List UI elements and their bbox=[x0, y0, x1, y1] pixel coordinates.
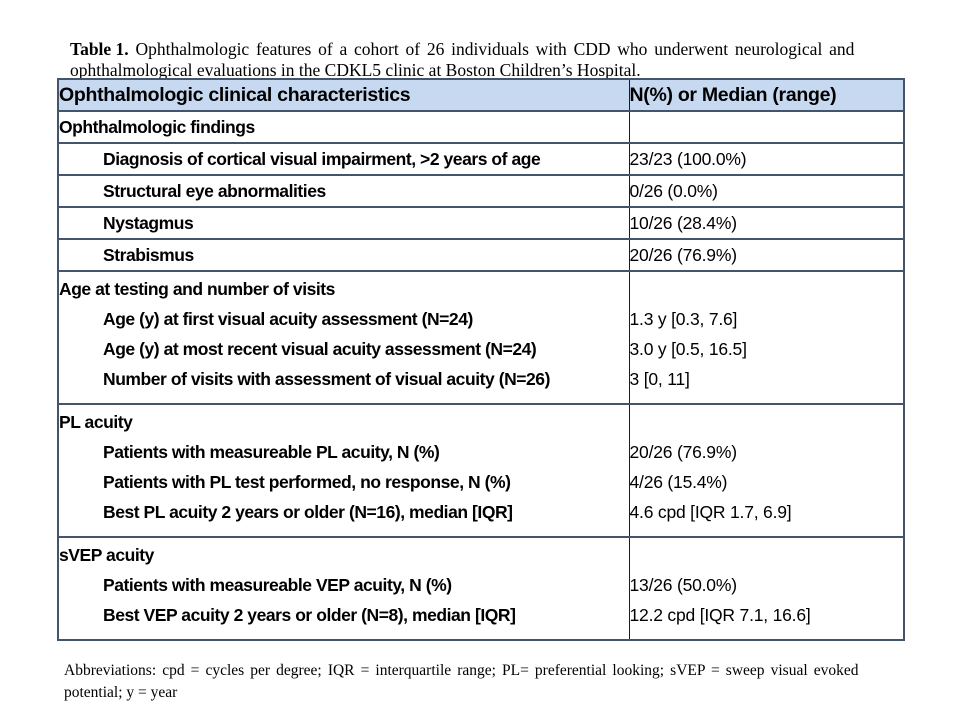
table-group-row: sVEP acuity Patients with measureable VEP… bbox=[57, 536, 905, 641]
caption-label: Table 1. bbox=[70, 38, 129, 59]
group-item-value: 12.2 cpd [IQR 7.1, 16.6] bbox=[629, 605, 811, 625]
abbreviations-footnote: Abbreviations: cpd = cycles per degree; … bbox=[64, 660, 914, 704]
group-title: PL acuity bbox=[59, 412, 133, 432]
group-item-value: 1.3 y [0.3, 7.6] bbox=[629, 309, 738, 329]
value-cell: 0/26 (0.0%) bbox=[628, 174, 905, 208]
row-value: 10/26 (28.4%) bbox=[629, 212, 737, 233]
header-cell-values: N(%) or Median (range) bbox=[628, 78, 905, 112]
group-item-value: 4/26 (15.4%) bbox=[629, 472, 728, 492]
group-item-value: 20/26 (76.9%) bbox=[629, 442, 737, 462]
value-cell: 20/26 (76.9%) bbox=[628, 238, 905, 272]
table-caption: Table 1. Ophthalmologic features of a co… bbox=[70, 39, 915, 82]
table-row: Strabismus 20/26 (76.9%) bbox=[57, 238, 905, 272]
row-value: 0/26 (0.0%) bbox=[629, 180, 718, 201]
value-cell: 10/26 (28.4%) bbox=[628, 206, 905, 240]
group-item-value: 3.0 y [0.5, 16.5] bbox=[629, 339, 747, 359]
row-label: Nystagmus bbox=[103, 212, 194, 233]
label-cell: Strabismus bbox=[57, 238, 630, 272]
label-cell: PL acuity Patients with measureable PL ac… bbox=[57, 403, 630, 538]
group-item-label: Best VEP acuity 2 years or older (N=8), … bbox=[103, 605, 516, 625]
value-cell: 13/26 (50.0%) 12.2 cpd [IQR 7.1, 16.6] bbox=[628, 536, 905, 641]
group-item-value: 4.6 cpd [IQR 1.7, 6.9] bbox=[629, 502, 792, 522]
value-spacer bbox=[630, 407, 903, 437]
group-item-label: Best PL acuity 2 years or older (N=16), … bbox=[103, 502, 513, 522]
row-label: Strabismus bbox=[103, 244, 194, 265]
value-cell: 1.3 y [0.3, 7.6] 3.0 y [0.5, 16.5] 3 [0, 1… bbox=[628, 270, 905, 405]
row-label: Structural eye abnormalities bbox=[103, 180, 326, 201]
row-label: Diagnosis of cortical visual impairment,… bbox=[103, 148, 541, 169]
value-cell bbox=[628, 110, 905, 144]
caption-line1: Ophthalmologic features of a cohort of 2… bbox=[128, 38, 855, 59]
footnote-line1: Abbreviations: cpd = cycles per degree; … bbox=[64, 661, 859, 679]
value-cell: 23/23 (100.0%) bbox=[628, 142, 905, 176]
section-label: Ophthalmologic findings bbox=[59, 116, 255, 137]
value-spacer bbox=[630, 274, 903, 304]
footnote-line2: potential; y = year bbox=[64, 683, 178, 701]
row-value: 23/23 (100.0%) bbox=[629, 148, 747, 169]
label-cell: sVEP acuity Patients with measureable VEP… bbox=[57, 536, 630, 641]
group-item-label: Number of visits with assessment of visu… bbox=[103, 369, 550, 389]
row-value: 20/26 (76.9%) bbox=[629, 244, 737, 265]
table-row: Structural eye abnormalities 0/26 (0.0%) bbox=[57, 174, 905, 208]
ophthalmologic-features-table: Ophthalmologic clinical characteristics … bbox=[57, 78, 905, 641]
label-cell: Nystagmus bbox=[57, 206, 630, 240]
label-cell: Diagnosis of cortical visual impairment,… bbox=[57, 142, 630, 176]
group-item-label: Age (y) at most recent visual acuity ass… bbox=[103, 339, 537, 359]
group-item-value: 3 [0, 11] bbox=[629, 369, 690, 389]
group-title: Age at testing and number of visits bbox=[59, 279, 335, 299]
group-item-label: Patients with PL test performed, no resp… bbox=[103, 472, 511, 492]
label-cell: Structural eye abnormalities bbox=[57, 174, 630, 208]
table-row: Diagnosis of cortical visual impairment,… bbox=[57, 142, 905, 176]
group-title: sVEP acuity bbox=[59, 545, 154, 565]
caption-line2: ophthalmological evaluations in the CDKL… bbox=[70, 60, 641, 80]
table-section-row: Ophthalmologic findings bbox=[57, 110, 905, 144]
group-item-label: Patients with measureable VEP acuity, N … bbox=[103, 575, 452, 595]
value-spacer bbox=[630, 540, 903, 570]
group-item-label: Patients with measureable PL acuity, N (… bbox=[103, 442, 440, 462]
group-item-value: 13/26 (50.0%) bbox=[629, 575, 737, 595]
label-cell: Ophthalmologic findings bbox=[57, 110, 630, 144]
table-row: Nystagmus 10/26 (28.4%) bbox=[57, 206, 905, 240]
table-group-row: PL acuity Patients with measureable PL ac… bbox=[57, 403, 905, 538]
group-item-label: Age (y) at first visual acuity assessmen… bbox=[103, 309, 473, 329]
value-cell: 20/26 (76.9%) 4/26 (15.4%) 4.6 cpd [IQR 1.… bbox=[628, 403, 905, 538]
table-header-row: Ophthalmologic clinical characteristics … bbox=[57, 78, 905, 112]
label-cell: Age at testing and number of visits Age (… bbox=[57, 270, 630, 405]
table-group-row: Age at testing and number of visits Age (… bbox=[57, 270, 905, 405]
header-cell-characteristics: Ophthalmologic clinical characteristics bbox=[57, 78, 630, 112]
